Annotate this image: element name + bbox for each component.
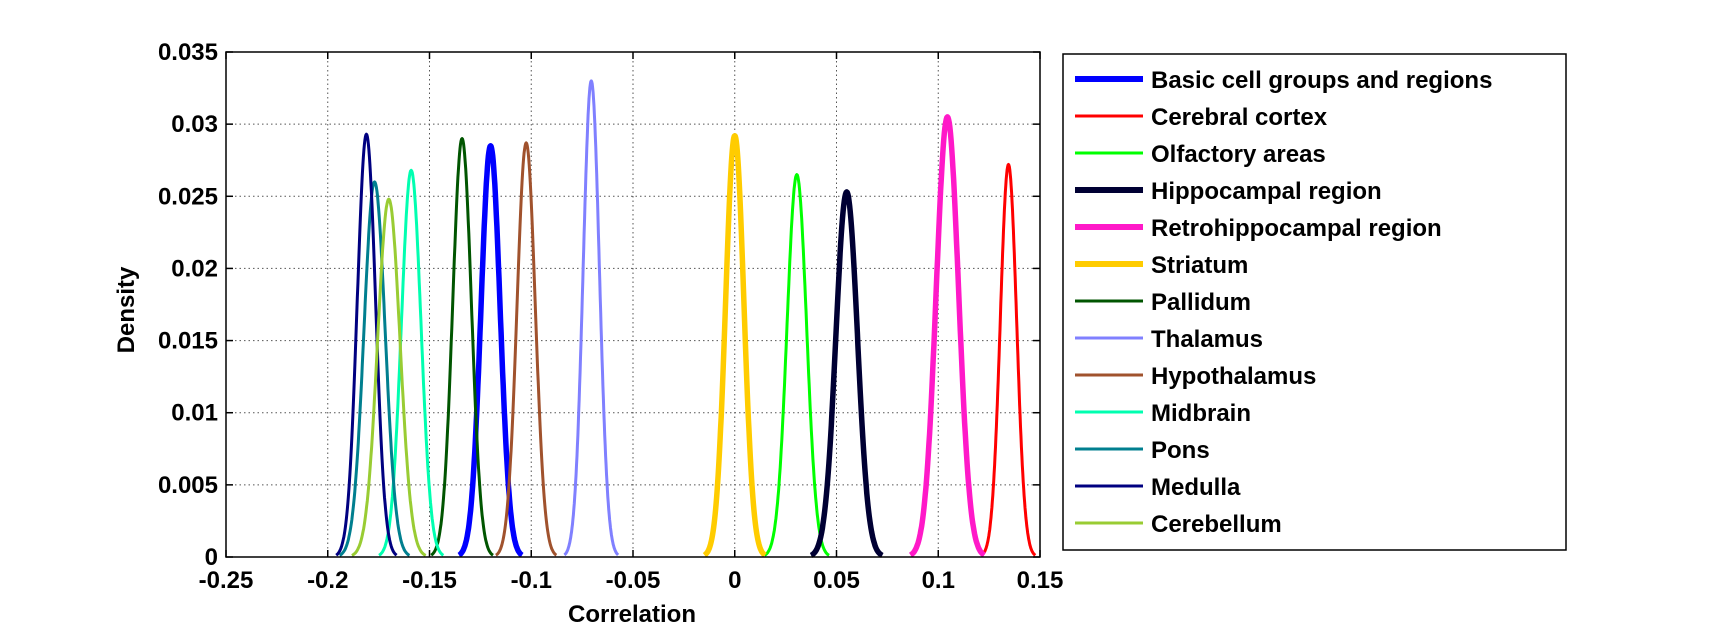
series-line-olfactory-areas <box>763 173 830 557</box>
y-tick-label: 0.025 <box>158 183 218 210</box>
y-tick-labels: 0 0.005 0.01 0.015 0.02 0.025 0.03 0.035 <box>158 39 218 571</box>
legend-label: Retrohippocampal region <box>1151 215 1442 242</box>
x-tick-label: -0.15 <box>402 567 457 594</box>
y-axis-title: Density <box>113 266 140 353</box>
x-tick-label: -0.05 <box>606 567 661 594</box>
legend-label: Hippocampal region <box>1151 178 1382 205</box>
legend-label: Pallidum <box>1151 289 1251 316</box>
series-line-thalamus <box>563 79 620 557</box>
plot-frame <box>225 51 1041 558</box>
legend-box <box>1062 53 1567 551</box>
legend: Basic cell groups and regions Cerebral co… <box>1062 53 1567 551</box>
legend-label: Olfactory areas <box>1151 141 1326 168</box>
x-tick-label: -0.25 <box>199 567 254 594</box>
y-tick-label: 0.01 <box>171 400 218 427</box>
x-tick-label: 0.1 <box>922 567 955 594</box>
legend-label: Pons <box>1151 437 1210 464</box>
y-tick-label: 0.02 <box>171 255 218 282</box>
series-line-pons <box>338 180 411 557</box>
legend-label: Striatum <box>1151 252 1248 279</box>
x-tick-label: -0.2 <box>307 567 348 594</box>
legend-label: Basic cell groups and regions <box>1151 67 1492 94</box>
series-line-striatum <box>702 132 768 558</box>
legend-label: Thalamus <box>1151 326 1263 353</box>
y-tick-label: 0.03 <box>171 111 218 138</box>
legend-label: Cerebral cortex <box>1151 104 1328 131</box>
x-tick-label: -0.1 <box>511 567 552 594</box>
x-tick-label: 0.15 <box>1017 567 1064 594</box>
x-tick-label: 0 <box>728 567 741 594</box>
x-tick-labels: -0.25 -0.2 -0.15 -0.1 -0.05 0 0.05 0.1 0.15 <box>199 567 1064 594</box>
y-tick-label: 0 <box>205 544 218 571</box>
series-layer <box>335 79 1037 558</box>
series-line-hippocampal-region <box>808 189 885 558</box>
y-tick-label: 0.015 <box>158 328 218 355</box>
series-line-retrohippocampal-region <box>908 114 987 558</box>
y-tick-label: 0.005 <box>158 472 218 499</box>
series-line-pallidum <box>430 137 494 557</box>
y-tick-label: 0.035 <box>158 39 218 66</box>
series-line-medulla <box>335 132 398 557</box>
axes <box>225 51 1041 558</box>
series-line-basic-cell-groups-and-regions <box>456 143 525 558</box>
series-line-hypothalamus <box>494 141 558 557</box>
x-tick-label: 0.05 <box>813 567 860 594</box>
series-line-midbrain <box>378 168 445 557</box>
legend-label: Medulla <box>1151 474 1241 501</box>
series-line-cerebellum <box>351 197 427 557</box>
legend-label: Hypothalamus <box>1151 363 1316 390</box>
x-axis-title: Correlation <box>568 601 696 625</box>
legend-label: Midbrain <box>1151 400 1251 427</box>
series-line-cerebral-cortex <box>980 163 1037 557</box>
legend-label: Cerebellum <box>1151 511 1282 538</box>
